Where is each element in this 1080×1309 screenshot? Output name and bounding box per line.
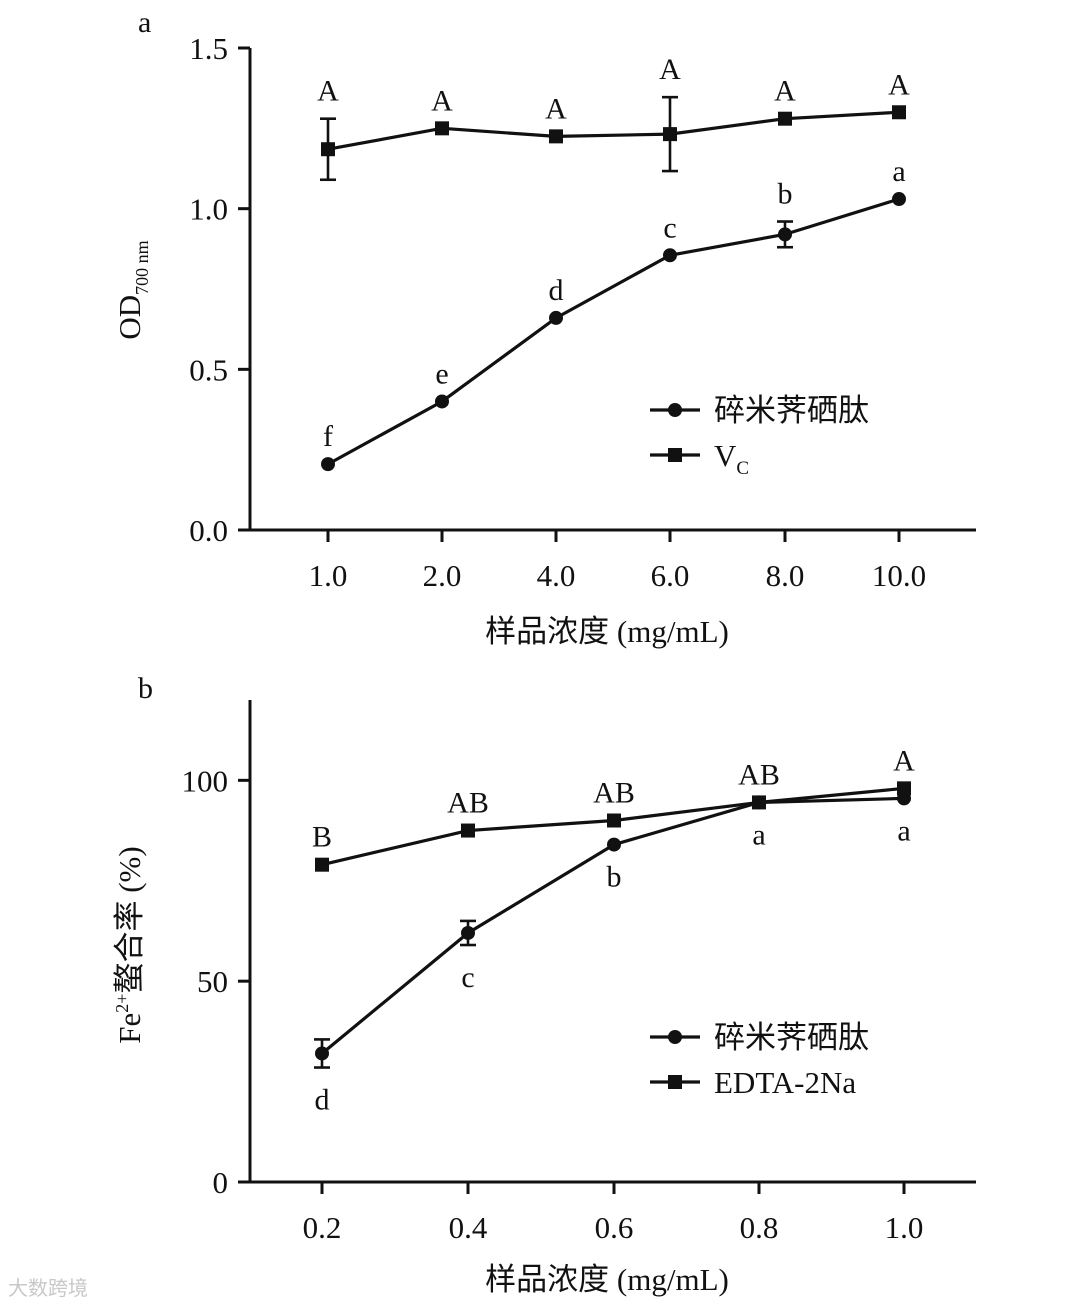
panel-a-x-tick-label: 2.0: [423, 558, 462, 593]
panel-a-y-tick-label: 0.5: [189, 352, 228, 387]
panel-a-x-tick-label: 6.0: [651, 558, 690, 593]
panel-a-series-2-letter: A: [317, 75, 339, 108]
panel-a-x-tick-label: 10.0: [872, 558, 926, 593]
panel-b-series-2-letter: AB: [447, 787, 489, 820]
panel-a-series-2-point: [435, 121, 449, 136]
panel-b-series-1-point: [607, 837, 621, 852]
panel-b-series-2-point: [897, 781, 911, 796]
panel-b-panel-label: b: [138, 672, 153, 705]
panel-b-series-2-point: [752, 795, 766, 810]
panel-a-series-2-point: [321, 142, 335, 157]
panel-b-series-1-letter: b: [607, 861, 622, 894]
panel-b-legend-marker: [668, 1030, 682, 1044]
panel-b-series-2-letter: AB: [593, 777, 635, 810]
panel-a-series-2-letter: A: [888, 68, 910, 101]
panel-b-series-1-point: [315, 1046, 329, 1061]
panel-a-series-2-point: [663, 127, 677, 142]
panel-a-series-2-point: [778, 111, 792, 126]
panel-b-legend-label: EDTA-2Na: [714, 1065, 856, 1100]
panel-a-legend-marker: [668, 448, 682, 462]
panel-b-series-1-point: [461, 925, 475, 940]
panel-a-x-axis-label: 样品浓度 (mg/mL): [485, 614, 729, 649]
panel-b-y-tick-label: 50: [197, 964, 228, 999]
panel-b-y-tick-label: 100: [182, 763, 229, 798]
panel-a-series-1-point: [321, 457, 335, 472]
panel-a-legend-label: VC: [714, 438, 749, 479]
panel-a-y-tick-label: 1.0: [189, 192, 228, 227]
panel-a-series-1-point: [435, 394, 449, 409]
panel-b-series-2-point: [315, 857, 329, 872]
panel-a-legend-label: 碎米荠硒肽: [714, 393, 869, 428]
panel-b-x-tick-label: 0.8: [740, 1210, 779, 1245]
panel-b-y-axis-label: Fe2+螯合率 (%): [112, 846, 147, 1043]
panel-b-series-1-letter: d: [315, 1084, 330, 1117]
panel-b: b 0 50 100 0.2 0.4 0.6 0.8 1.0 样品浓度 (mg/mL) Fe2+螯合…: [112, 672, 976, 1297]
panel-a-series-1-point: [892, 192, 906, 207]
panel-a-y-tick-label: 0.0: [189, 513, 228, 548]
panel-a-series-2-point: [549, 129, 563, 144]
panel-a: a 0.0 0.5 1.0 1.5 1.0 2.0 4.0 6.0 8.0 10.0 样品浓度 (mg…: [112, 6, 976, 649]
panel-b-y-tick-label: 0: [213, 1165, 229, 1200]
panel-a-y-axis-label: OD700 nm: [112, 240, 152, 339]
panel-b-x-tick-label: 1.0: [885, 1210, 924, 1245]
panel-a-series-2-letter: A: [774, 75, 796, 108]
panel-a-panel-label: a: [138, 6, 151, 39]
panel-a-legend-marker: [668, 403, 682, 417]
panel-a-x-tick-label: 1.0: [309, 558, 348, 593]
panel-b-series-2-point: [607, 813, 621, 828]
panel-a-series-2-point: [892, 105, 906, 120]
panel-a-series-1-letter: f: [323, 420, 333, 453]
panel-a-series-1-letter: a: [892, 155, 905, 188]
panel-a-series-2-letter: A: [431, 84, 453, 117]
panel-a-series-1-letter: c: [663, 211, 676, 244]
panel-a-series-2-letter: A: [659, 53, 681, 86]
panel-a-series-1-point: [778, 227, 792, 242]
panel-b-legend-label: 碎米荠硒肽: [714, 1020, 869, 1055]
panel-a-series-2-line: [327, 110, 900, 151]
panel-b-series-1-letter: a: [897, 814, 910, 847]
panel-b-series-2-letter: AB: [738, 758, 780, 791]
panel-a-series-1-point: [549, 310, 563, 325]
panel-b-series-1-letter: c: [461, 961, 474, 994]
watermark: 大数跨境: [8, 1276, 88, 1300]
panel-b-legend-marker: [668, 1075, 682, 1089]
panel-b-x-tick-label: 0.6: [595, 1210, 634, 1245]
panel-b-series-1-line: [320, 796, 905, 1055]
panel-a-series-1-letter: b: [778, 178, 793, 211]
panel-b-series-2-letter: A: [893, 744, 915, 777]
panel-a-series-1-line: [327, 197, 900, 466]
panel-b-x-axis-label: 样品浓度 (mg/mL): [485, 1262, 729, 1297]
panel-b-series-1-letter: a: [752, 818, 765, 851]
panel-a-series-1-letter: d: [549, 274, 564, 307]
panel-a-x-tick-label: 8.0: [766, 558, 805, 593]
panel-b-series-2-point: [461, 823, 475, 838]
panel-a-x-tick-label: 4.0: [537, 558, 576, 593]
panel-a-y-tick-label: 1.5: [189, 31, 228, 66]
panel-a-series-2-letter: A: [545, 92, 567, 125]
panel-a-series-1-point: [663, 248, 677, 263]
panel-b-x-tick-label: 0.2: [303, 1210, 342, 1245]
panel-b-series-2-letter: B: [312, 821, 332, 854]
panel-a-series-1-letter: e: [435, 357, 448, 390]
panel-b-x-tick-label: 0.4: [449, 1210, 488, 1245]
